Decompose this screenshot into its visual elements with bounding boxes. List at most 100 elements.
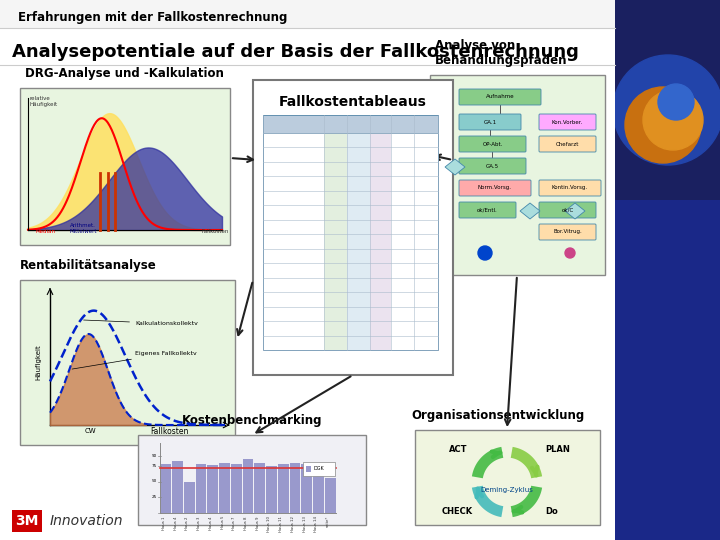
Text: 3M: 3M <box>15 514 39 528</box>
FancyBboxPatch shape <box>539 136 596 152</box>
FancyBboxPatch shape <box>459 158 526 174</box>
Circle shape <box>565 248 575 258</box>
Bar <box>266 465 276 513</box>
Text: Haus 11: Haus 11 <box>279 516 283 532</box>
Text: Do: Do <box>545 508 558 516</box>
FancyBboxPatch shape <box>283 135 438 350</box>
Text: CHECK: CHECK <box>442 508 473 516</box>
Text: Haus 12: Haus 12 <box>291 516 295 532</box>
Text: Chefarzt: Chefarzt <box>556 141 579 146</box>
Circle shape <box>643 90 703 150</box>
Text: 75: 75 <box>152 464 157 468</box>
FancyBboxPatch shape <box>415 430 600 525</box>
Text: CW: CW <box>85 428 96 434</box>
Text: Haus 4: Haus 4 <box>174 516 178 530</box>
Text: Median: Median <box>36 229 56 234</box>
Bar <box>243 460 253 513</box>
Text: Fallkosten: Fallkosten <box>202 229 230 234</box>
Bar <box>0 0 615 540</box>
Bar <box>184 482 194 513</box>
Polygon shape <box>520 203 540 219</box>
FancyBboxPatch shape <box>263 115 438 133</box>
Text: ok/Entl.: ok/Entl. <box>477 207 498 213</box>
Bar <box>278 464 289 513</box>
Text: Arithmet.
Mittelwert: Arithmet. Mittelwert <box>69 223 96 234</box>
FancyBboxPatch shape <box>459 136 526 152</box>
Text: ok/C: ok/C <box>562 207 574 213</box>
Bar <box>196 464 207 513</box>
Bar <box>324 133 347 350</box>
Text: PLAN: PLAN <box>545 446 570 455</box>
FancyBboxPatch shape <box>459 114 521 130</box>
Text: Haus 9: Haus 9 <box>256 516 260 530</box>
Bar <box>306 466 311 472</box>
Bar <box>370 133 391 350</box>
Circle shape <box>658 84 694 120</box>
Text: DGK: DGK <box>313 467 324 471</box>
Text: Kon.Vorber.: Kon.Vorber. <box>552 119 583 125</box>
Text: seite*: seite* <box>326 516 330 528</box>
Text: Organisationsentwicklung: Organisationsentwicklung <box>411 409 584 422</box>
FancyBboxPatch shape <box>539 202 596 218</box>
FancyBboxPatch shape <box>459 89 541 105</box>
Text: Haus 10: Haus 10 <box>267 516 271 532</box>
FancyBboxPatch shape <box>539 224 596 240</box>
Text: Haus 5: Haus 5 <box>220 516 225 529</box>
Bar <box>325 478 336 513</box>
Text: DRG-Analyse und -Kalkulation: DRG-Analyse und -Kalkulation <box>25 67 224 80</box>
Text: GA.5: GA.5 <box>486 164 499 168</box>
FancyBboxPatch shape <box>263 115 438 350</box>
Bar <box>172 461 183 513</box>
Text: Haus 2: Haus 2 <box>185 516 189 530</box>
Text: Haus 1: Haus 1 <box>162 516 166 530</box>
Bar <box>289 463 300 513</box>
Text: Fallkosten: Fallkosten <box>150 427 189 435</box>
Bar <box>615 200 720 540</box>
Text: Haus 7: Haus 7 <box>233 516 236 530</box>
Text: 25: 25 <box>152 495 157 500</box>
Bar <box>301 464 312 513</box>
Text: Haus 13: Haus 13 <box>302 516 307 532</box>
Text: Haus 8: Haus 8 <box>244 516 248 530</box>
FancyBboxPatch shape <box>303 462 335 476</box>
Text: 90: 90 <box>152 454 157 458</box>
FancyBboxPatch shape <box>430 75 605 275</box>
Text: Eigenes Fallkollektv: Eigenes Fallkollektv <box>72 351 197 369</box>
Bar <box>254 463 265 513</box>
Bar <box>615 0 720 540</box>
FancyBboxPatch shape <box>459 180 531 196</box>
Text: Häufigkeit: Häufigkeit <box>35 345 41 380</box>
Text: Haus 14: Haus 14 <box>315 516 318 532</box>
Text: Kalkulationskollektv: Kalkulationskollektv <box>84 320 198 326</box>
Bar <box>0 0 615 28</box>
Text: Kontin.Vorsg.: Kontin.Vorsg. <box>552 186 588 191</box>
Text: Haus 3: Haus 3 <box>197 516 201 530</box>
Text: ACT: ACT <box>449 446 467 455</box>
Text: Rentabilitätsanalyse: Rentabilitätsanalyse <box>20 259 157 272</box>
FancyBboxPatch shape <box>12 510 42 532</box>
FancyBboxPatch shape <box>20 88 230 245</box>
Circle shape <box>478 246 492 260</box>
Text: Innovation: Innovation <box>50 514 124 528</box>
Text: Haus 4: Haus 4 <box>209 516 213 530</box>
Polygon shape <box>445 159 465 175</box>
Circle shape <box>625 87 701 163</box>
Circle shape <box>613 55 720 165</box>
Text: 50: 50 <box>152 480 157 483</box>
Bar <box>313 464 324 513</box>
Bar <box>219 463 230 513</box>
Text: Aufnahme: Aufnahme <box>486 94 514 99</box>
Bar <box>161 464 171 513</box>
FancyBboxPatch shape <box>539 114 596 130</box>
Bar <box>231 464 242 513</box>
Text: Erfahrungen mit der Fallkostenrechnung: Erfahrungen mit der Fallkostenrechnung <box>18 11 287 24</box>
Bar <box>207 465 218 513</box>
FancyBboxPatch shape <box>278 130 438 350</box>
Text: Norm.Vorsg.: Norm.Vorsg. <box>478 186 512 191</box>
Text: Bor.Vitrug.: Bor.Vitrug. <box>553 230 582 234</box>
Text: Analyse von
Behandlungspfaden: Analyse von Behandlungspfaden <box>435 39 567 67</box>
Text: Analysepotentiale auf der Basis der Fallkostenrechnung: Analysepotentiale auf der Basis der Fall… <box>12 43 579 61</box>
FancyBboxPatch shape <box>459 202 516 218</box>
Text: Deming-Zyklus: Deming-Zyklus <box>480 487 534 493</box>
Text: Kostenbenchmarking: Kostenbenchmarking <box>181 414 323 427</box>
